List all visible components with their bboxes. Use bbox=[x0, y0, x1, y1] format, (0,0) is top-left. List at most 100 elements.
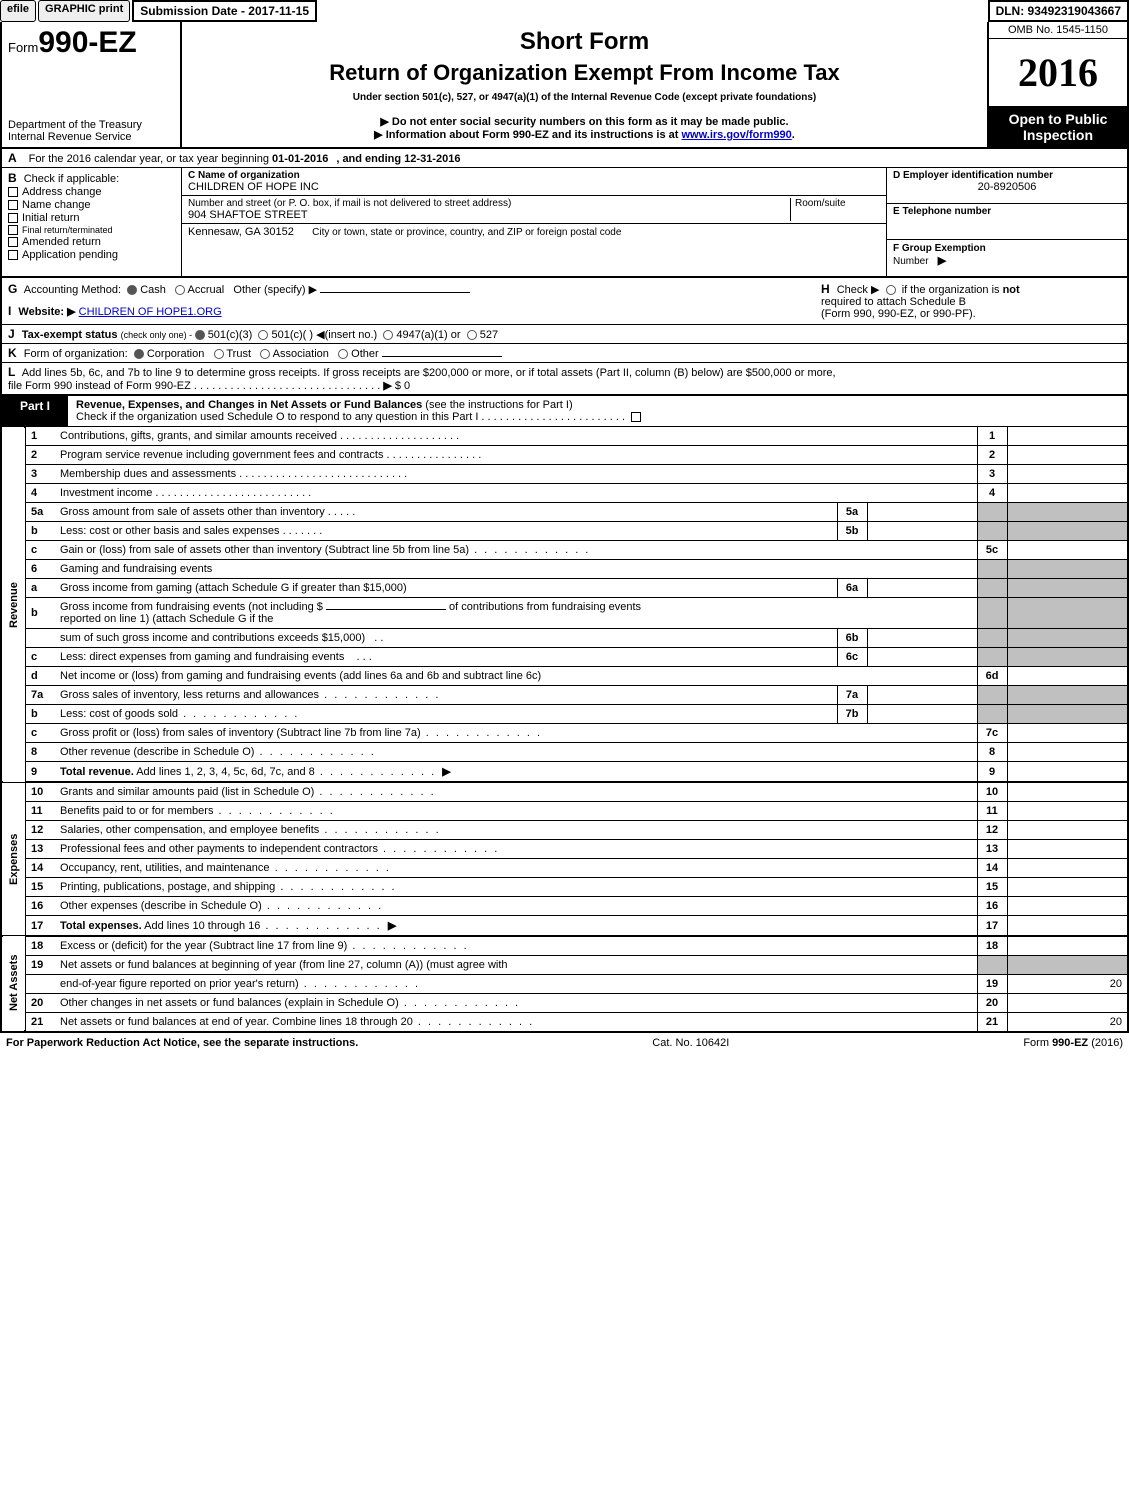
chk-application-pending[interactable]: Application pending bbox=[8, 249, 175, 261]
l6b1-rn-grey bbox=[977, 598, 1007, 629]
l6b-num: b bbox=[25, 598, 55, 629]
l21-text: Net assets or fund balances at end of ye… bbox=[60, 1016, 413, 1028]
line-2: 2 Program service revenue including gove… bbox=[2, 446, 1127, 465]
l6d-rn: 6d bbox=[977, 667, 1007, 686]
chk-label-3: Final return/terminated bbox=[22, 225, 113, 235]
dots-icon bbox=[299, 978, 420, 990]
open-line1: Open to Public bbox=[991, 111, 1125, 127]
l6a-mv bbox=[867, 579, 977, 598]
l6b-t1: Gross income from fundraising events (no… bbox=[60, 601, 326, 613]
l6b2-rn-grey bbox=[977, 629, 1007, 648]
dln-number: DLN: 93492319043667 bbox=[988, 0, 1129, 22]
l6d-text: Net income or (loss) from gaming and fun… bbox=[55, 667, 977, 686]
l17-val bbox=[1007, 916, 1127, 937]
part-1-checkbox-icon[interactable] bbox=[631, 412, 641, 422]
k-other-input[interactable] bbox=[382, 356, 502, 357]
l9-text: Total revenue. bbox=[60, 766, 134, 778]
radio-4947-icon[interactable] bbox=[383, 330, 393, 340]
l5a-mn: 5a bbox=[837, 503, 867, 522]
line-7b: b Less: cost of goods sold 7b bbox=[2, 705, 1127, 724]
l8-val bbox=[1007, 743, 1127, 762]
bullet2-pre: ▶ Information about Form 990-EZ and its … bbox=[374, 129, 681, 141]
dots-icon bbox=[319, 824, 440, 836]
graphic-print-button[interactable]: GRAPHIC print bbox=[38, 0, 130, 22]
j-opt3: 4947(a)(1) or bbox=[396, 329, 460, 341]
radio-501c3-icon[interactable] bbox=[195, 330, 205, 340]
radio-accrual-icon[interactable] bbox=[175, 285, 185, 295]
radio-h-icon[interactable] bbox=[886, 285, 896, 295]
g-other-input[interactable] bbox=[320, 292, 470, 293]
l14-text: Occupancy, rent, utilities, and maintena… bbox=[60, 862, 270, 874]
g-other: Other (specify) ▶ bbox=[233, 284, 317, 296]
chk-address-change[interactable]: Address change bbox=[8, 186, 175, 198]
chk-name-change[interactable]: Name change bbox=[8, 199, 175, 211]
chk-amended-return[interactable]: Amended return bbox=[8, 236, 175, 248]
f-label2: Number bbox=[893, 256, 929, 267]
l6b2-num bbox=[25, 629, 55, 648]
dots-icon bbox=[399, 997, 520, 1009]
l7a-rv-grey bbox=[1007, 686, 1127, 705]
l5b-rv-grey bbox=[1007, 522, 1127, 541]
line-21: 21 Net assets or fund balances at end of… bbox=[2, 1013, 1127, 1032]
row-i: I Website: ▶ CHILDREN OF HOPE1.ORG bbox=[8, 304, 801, 318]
dots-icon bbox=[262, 900, 383, 912]
radio-corp-icon[interactable] bbox=[134, 349, 144, 359]
line-12: 12 Salaries, other compensation, and emp… bbox=[2, 821, 1127, 840]
part-1-header: Part I Revenue, Expenses, and Changes in… bbox=[0, 396, 1129, 427]
l18-val bbox=[1007, 936, 1127, 956]
l12-val bbox=[1007, 821, 1127, 840]
col-def: D Employer identification number 20-8920… bbox=[887, 168, 1127, 276]
footer-right-post: (2016) bbox=[1088, 1037, 1123, 1049]
row-a-pre: For the 2016 calendar year, or tax year … bbox=[29, 153, 272, 165]
radio-501c-icon[interactable] bbox=[258, 330, 268, 340]
efile-button[interactable]: efile bbox=[0, 0, 36, 22]
form-header: Form990-EZ Department of the Treasury In… bbox=[0, 22, 1129, 149]
footer-left: For Paperwork Reduction Act Notice, see … bbox=[6, 1037, 358, 1049]
radio-assoc-icon[interactable] bbox=[260, 349, 270, 359]
k-opt3: Association bbox=[273, 348, 329, 360]
l-arrow-icon: ▶ bbox=[383, 380, 391, 392]
f-row: F Group Exemption Number ▶ bbox=[887, 240, 1127, 276]
l6b-text-1: Gross income from fundraising events (no… bbox=[55, 598, 977, 629]
h-text4: (Form 990, 990-EZ, or 990-PF). bbox=[821, 308, 976, 320]
l11-val bbox=[1007, 802, 1127, 821]
row-a: A For the 2016 calendar year, or tax yea… bbox=[0, 149, 1129, 168]
irs-form990-link[interactable]: www.irs.gov/form990 bbox=[682, 129, 792, 141]
radio-527-icon[interactable] bbox=[467, 330, 477, 340]
line-16: 16 Other expenses (describe in Schedule … bbox=[2, 897, 1127, 916]
l20-rn: 20 bbox=[977, 994, 1007, 1013]
l21-num: 21 bbox=[25, 1013, 55, 1032]
letter-g: G bbox=[8, 282, 17, 296]
l6b-mv bbox=[867, 629, 977, 648]
f-label1: F Group Exemption bbox=[893, 243, 986, 254]
l1-rn: 1 bbox=[977, 427, 1007, 446]
letter-j: J bbox=[8, 327, 15, 341]
tax-begin: 01-01-2016 bbox=[272, 153, 328, 165]
header-right: OMB No. 1545-1150 2016 Open to Public In… bbox=[987, 22, 1127, 147]
part-1-label: Part I bbox=[2, 396, 68, 426]
l3-text: Membership dues and assessments . . . . … bbox=[55, 465, 977, 484]
radio-trust-icon[interactable] bbox=[214, 349, 224, 359]
l6b1-rv-grey bbox=[1007, 598, 1127, 629]
chk-initial-return[interactable]: Initial return bbox=[8, 212, 175, 224]
radio-cash-icon[interactable] bbox=[127, 285, 137, 295]
l1-val bbox=[1007, 427, 1127, 446]
form-990ez: 990-EZ bbox=[38, 26, 136, 59]
org-name: CHILDREN OF HOPE INC bbox=[188, 181, 880, 193]
radio-other-icon[interactable] bbox=[338, 349, 348, 359]
main-title: Return of Organization Exempt From Incom… bbox=[192, 60, 977, 86]
checkbox-icon bbox=[8, 250, 18, 260]
l6a-num: a bbox=[25, 579, 55, 598]
l-text1: Add lines 5b, 6c, and 7b to line 9 to de… bbox=[22, 367, 836, 379]
form-prefix: Form bbox=[8, 40, 38, 55]
dept-irs: Department of the Treasury Internal Reve… bbox=[8, 119, 174, 143]
dots-icon bbox=[347, 940, 468, 952]
line-14: 14 Occupancy, rent, utilities, and maint… bbox=[2, 859, 1127, 878]
l6b-input[interactable] bbox=[326, 609, 446, 610]
k-opt1: Corporation bbox=[147, 348, 204, 360]
l7a-mv bbox=[867, 686, 977, 705]
chk-final-return[interactable]: Final return/terminated bbox=[8, 225, 175, 235]
l20-val bbox=[1007, 994, 1127, 1013]
website-link[interactable]: CHILDREN OF HOPE1.ORG bbox=[79, 306, 222, 318]
l6-text: Gaming and fundraising events bbox=[55, 560, 977, 579]
